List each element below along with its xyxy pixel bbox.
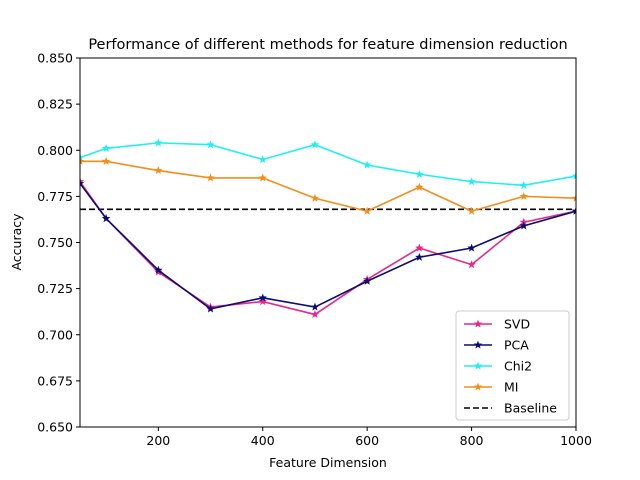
legend-entry-mi: MI <box>464 380 518 395</box>
y-tick-label: 0.750 <box>37 235 73 250</box>
legend-marker-pca <box>473 340 483 349</box>
data-point-chi2 <box>80 153 85 162</box>
legend-entry-svd: SVD <box>464 317 530 332</box>
data-point-mi <box>519 191 528 200</box>
y-tick-label: 0.650 <box>37 420 73 435</box>
data-point-pca <box>571 206 576 215</box>
data-point-chi2 <box>154 138 163 147</box>
data-point-mi <box>258 173 267 182</box>
x-tick-label: 200 <box>146 433 170 448</box>
data-point-pca <box>154 265 163 274</box>
data-point-pca <box>206 304 215 313</box>
data-point-chi2 <box>467 177 476 186</box>
series-line-mi <box>80 160 576 212</box>
data-point-svd <box>310 310 320 319</box>
y-tick-label: 0.700 <box>37 327 73 342</box>
legend-entry-baseline: Baseline <box>464 401 557 416</box>
plot-area <box>79 57 577 428</box>
legend-marker-svd <box>473 319 483 328</box>
y-tick-label: 0.825 <box>37 97 73 112</box>
data-point-pca <box>362 276 372 285</box>
data-point-pca <box>415 252 424 261</box>
data-point-chi2 <box>571 171 576 180</box>
data-point-mi <box>415 182 424 191</box>
y-tick-label: 0.800 <box>37 143 73 158</box>
data-point-chi2 <box>258 155 267 164</box>
data-point-mi <box>310 193 320 202</box>
legend-label-mi: MI <box>504 380 518 395</box>
data-point-pca <box>101 214 111 223</box>
x-axis: 200 400 600 800 1000 <box>146 427 592 448</box>
series-line-chi2 <box>80 142 576 187</box>
series-group <box>80 138 576 319</box>
data-point-mi <box>154 166 163 175</box>
data-point-chi2 <box>206 140 215 149</box>
legend-label-chi2: Chi2 <box>504 359 532 374</box>
data-point-chi2 <box>519 180 528 189</box>
legend-label-baseline: Baseline <box>504 401 557 416</box>
y-tick-label: 0.675 <box>37 373 73 388</box>
y-tick-label: 0.775 <box>37 189 73 204</box>
y-tick-label: 0.725 <box>37 281 73 296</box>
data-point-pca <box>310 302 320 311</box>
data-point-chi2 <box>415 169 424 178</box>
data-point-chi2 <box>101 144 111 152</box>
legend-label-svd: SVD <box>504 317 530 332</box>
data-point-mi <box>101 156 111 165</box>
data-point-mi <box>467 206 476 215</box>
legend-entry-pca: PCA <box>464 338 529 353</box>
data-point-chi2 <box>310 140 320 149</box>
x-axis-label: Feature Dimension <box>269 455 387 470</box>
legend-marker-chi2 <box>473 361 483 370</box>
y-axis: 0.650 0.675 0.700 0.725 0.750 0.775 0.800 0.825… <box>37 51 80 435</box>
data-point-chi2 <box>362 160 372 169</box>
x-tick-label: 600 <box>355 433 379 448</box>
chart-title: Performance of different methods for fea… <box>88 37 567 53</box>
data-point-svd <box>258 297 267 306</box>
data-point-mi <box>80 156 85 165</box>
data-point-pca <box>467 243 476 252</box>
legend-marker-mi <box>473 382 483 391</box>
data-point-pca <box>258 293 267 302</box>
legend-label-pca: PCA <box>504 338 529 353</box>
data-point-pca <box>80 179 85 188</box>
y-tick-label: 0.850 <box>37 51 73 66</box>
data-point-pca <box>519 221 528 230</box>
x-tick-label: 800 <box>460 433 484 448</box>
data-point-mi <box>362 206 372 215</box>
data-point-svd <box>415 243 424 252</box>
legend-box <box>455 310 570 421</box>
legend: SVD PCA Chi2 MI Baseline <box>455 310 570 421</box>
data-point-mi <box>206 173 215 182</box>
data-point-mi <box>571 193 576 202</box>
data-point-svd <box>467 260 476 269</box>
y-axis-label: Accuracy <box>9 213 24 271</box>
x-tick-label: 400 <box>251 433 275 448</box>
legend-entry-chi2: Chi2 <box>464 359 532 374</box>
x-tick-label: 1000 <box>560 433 592 448</box>
